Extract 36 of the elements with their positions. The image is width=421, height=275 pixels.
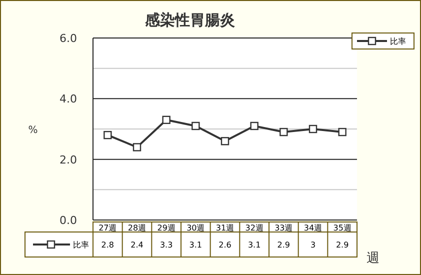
point [308, 124, 318, 134]
point [132, 143, 142, 152]
x-tick-label: 29週 [157, 224, 176, 232]
x-tick-label: 27週 [98, 224, 117, 232]
text: 比率 [73, 240, 89, 250]
data-label: 2.6 [218, 240, 232, 250]
data-label: 3 [310, 240, 316, 250]
data-label: 2.4 [130, 240, 144, 250]
x-tick-label: 35週 [333, 224, 352, 232]
point [220, 137, 230, 146]
y-tick-label: 6.0 [60, 32, 77, 45]
point [104, 130, 112, 140]
point [250, 122, 258, 130]
point [280, 128, 288, 136]
data-label: 2.9 [336, 240, 349, 250]
y-axis-title: % [28, 125, 38, 136]
y-tick-label: 4.0 [60, 92, 77, 106]
x-tick-label: 30週 [186, 224, 205, 232]
legend-label: 比率 [390, 37, 406, 46]
x-tick-label: 32週 [245, 224, 264, 232]
data-label: 3.3 [160, 240, 173, 250]
x-axis-title: 週 [366, 251, 380, 266]
x-tick-label: 34週 [304, 224, 322, 232]
data-label: 2.9 [277, 240, 290, 250]
x-tick-label: 33週 [274, 224, 293, 232]
point [162, 116, 170, 124]
point [192, 122, 200, 130]
data-label: 2.8 [101, 240, 114, 250]
point [338, 128, 346, 136]
x-tick-label: 31週 [216, 224, 234, 232]
data-label: 3.1 [248, 240, 261, 250]
chart-title: 感染性胃腸炎 [144, 11, 235, 29]
y-tick-label: 0.0 [60, 214, 77, 227]
x-tick-label: 28週 [128, 224, 146, 232]
y-tick-label: 2.0 [60, 153, 77, 166]
data-label: 3.1 [189, 240, 202, 250]
